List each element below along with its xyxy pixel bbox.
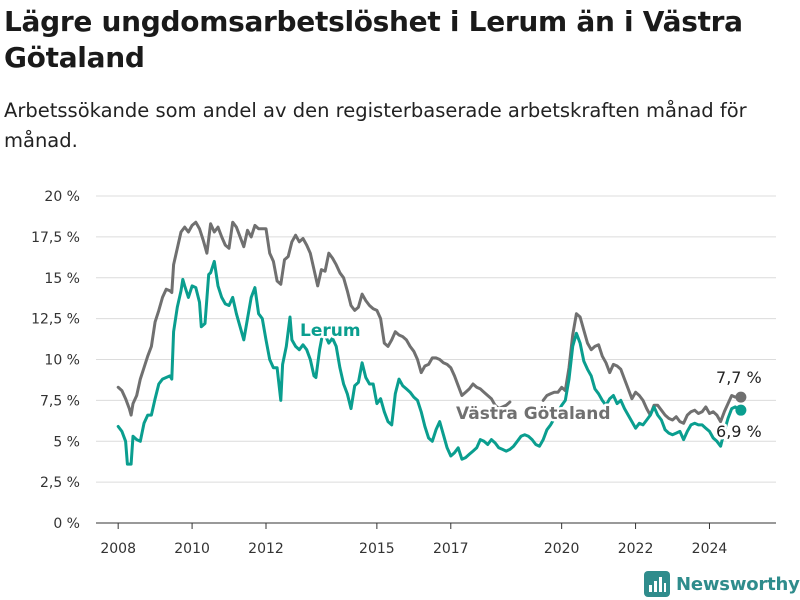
series-label-lerum: Lerum <box>300 321 361 341</box>
end-label-lerum-halo: 6,9 % <box>716 422 762 441</box>
brand-name: Newsworthy <box>676 573 800 595</box>
newsworthy-logo-icon <box>644 571 670 597</box>
y-tick-label: 10 % <box>44 353 80 369</box>
x-axis: 2008 2010 2012 2015 2017 2020 2022 2024 <box>96 522 776 557</box>
brand-logo: Newsworthy <box>644 570 800 598</box>
x-tick-label: 2020 <box>544 541 580 557</box>
series-label-vastra-gotaland: Västra Götaland <box>456 404 611 424</box>
chart-title: Lägre ungdomsarbetslöshet i Lerum än i V… <box>4 5 743 74</box>
series-line-västra-götaland <box>541 312 743 425</box>
end-point-västra-götaland <box>735 391 747 403</box>
y-tick-label: 12,5 % <box>31 312 80 328</box>
y-tick-label: 17,5 % <box>31 230 80 246</box>
y-tick-label: 15 % <box>44 271 80 287</box>
x-tick-label: 2017 <box>433 541 469 557</box>
gridlines <box>96 195 776 483</box>
y-axis-tick-labels: 0 % 2,5 % 5 % 7,5 % 10 % 12,5 % 15 % 17,5 % 20 % <box>31 189 80 532</box>
y-tick-label: 0 % <box>53 516 80 532</box>
y-tick-label: 5 % <box>53 434 80 450</box>
x-tick-label: 2010 <box>174 541 210 557</box>
series-line-lerum <box>116 259 743 466</box>
x-tick-label: 2015 <box>359 541 395 557</box>
x-tick-label: 2008 <box>100 541 136 557</box>
x-tick-label: 2022 <box>618 541 654 557</box>
series-lines <box>116 220 747 466</box>
series-label-vastra-gotaland-halo: Västra Götaland <box>456 404 611 424</box>
series-line-västra-götaland <box>116 220 512 417</box>
series-label-lerum-halo: Lerum <box>300 321 361 341</box>
end-label-vastra-gotaland-halo: 7,7 % <box>716 368 762 387</box>
end-point-lerum <box>735 404 747 416</box>
y-tick-label: 2,5 % <box>40 475 80 491</box>
end-label-lerum: 6,9 % <box>716 422 762 441</box>
chart-subtitle: Arbetssökande som andel av den registerb… <box>4 99 747 152</box>
x-tick-label: 2012 <box>248 541 284 557</box>
x-tick-label: 2024 <box>692 541 728 557</box>
y-tick-label: 20 % <box>44 189 80 205</box>
y-tick-label: 7,5 % <box>40 393 80 409</box>
end-label-vastra-gotaland: 7,7 % <box>716 368 762 387</box>
